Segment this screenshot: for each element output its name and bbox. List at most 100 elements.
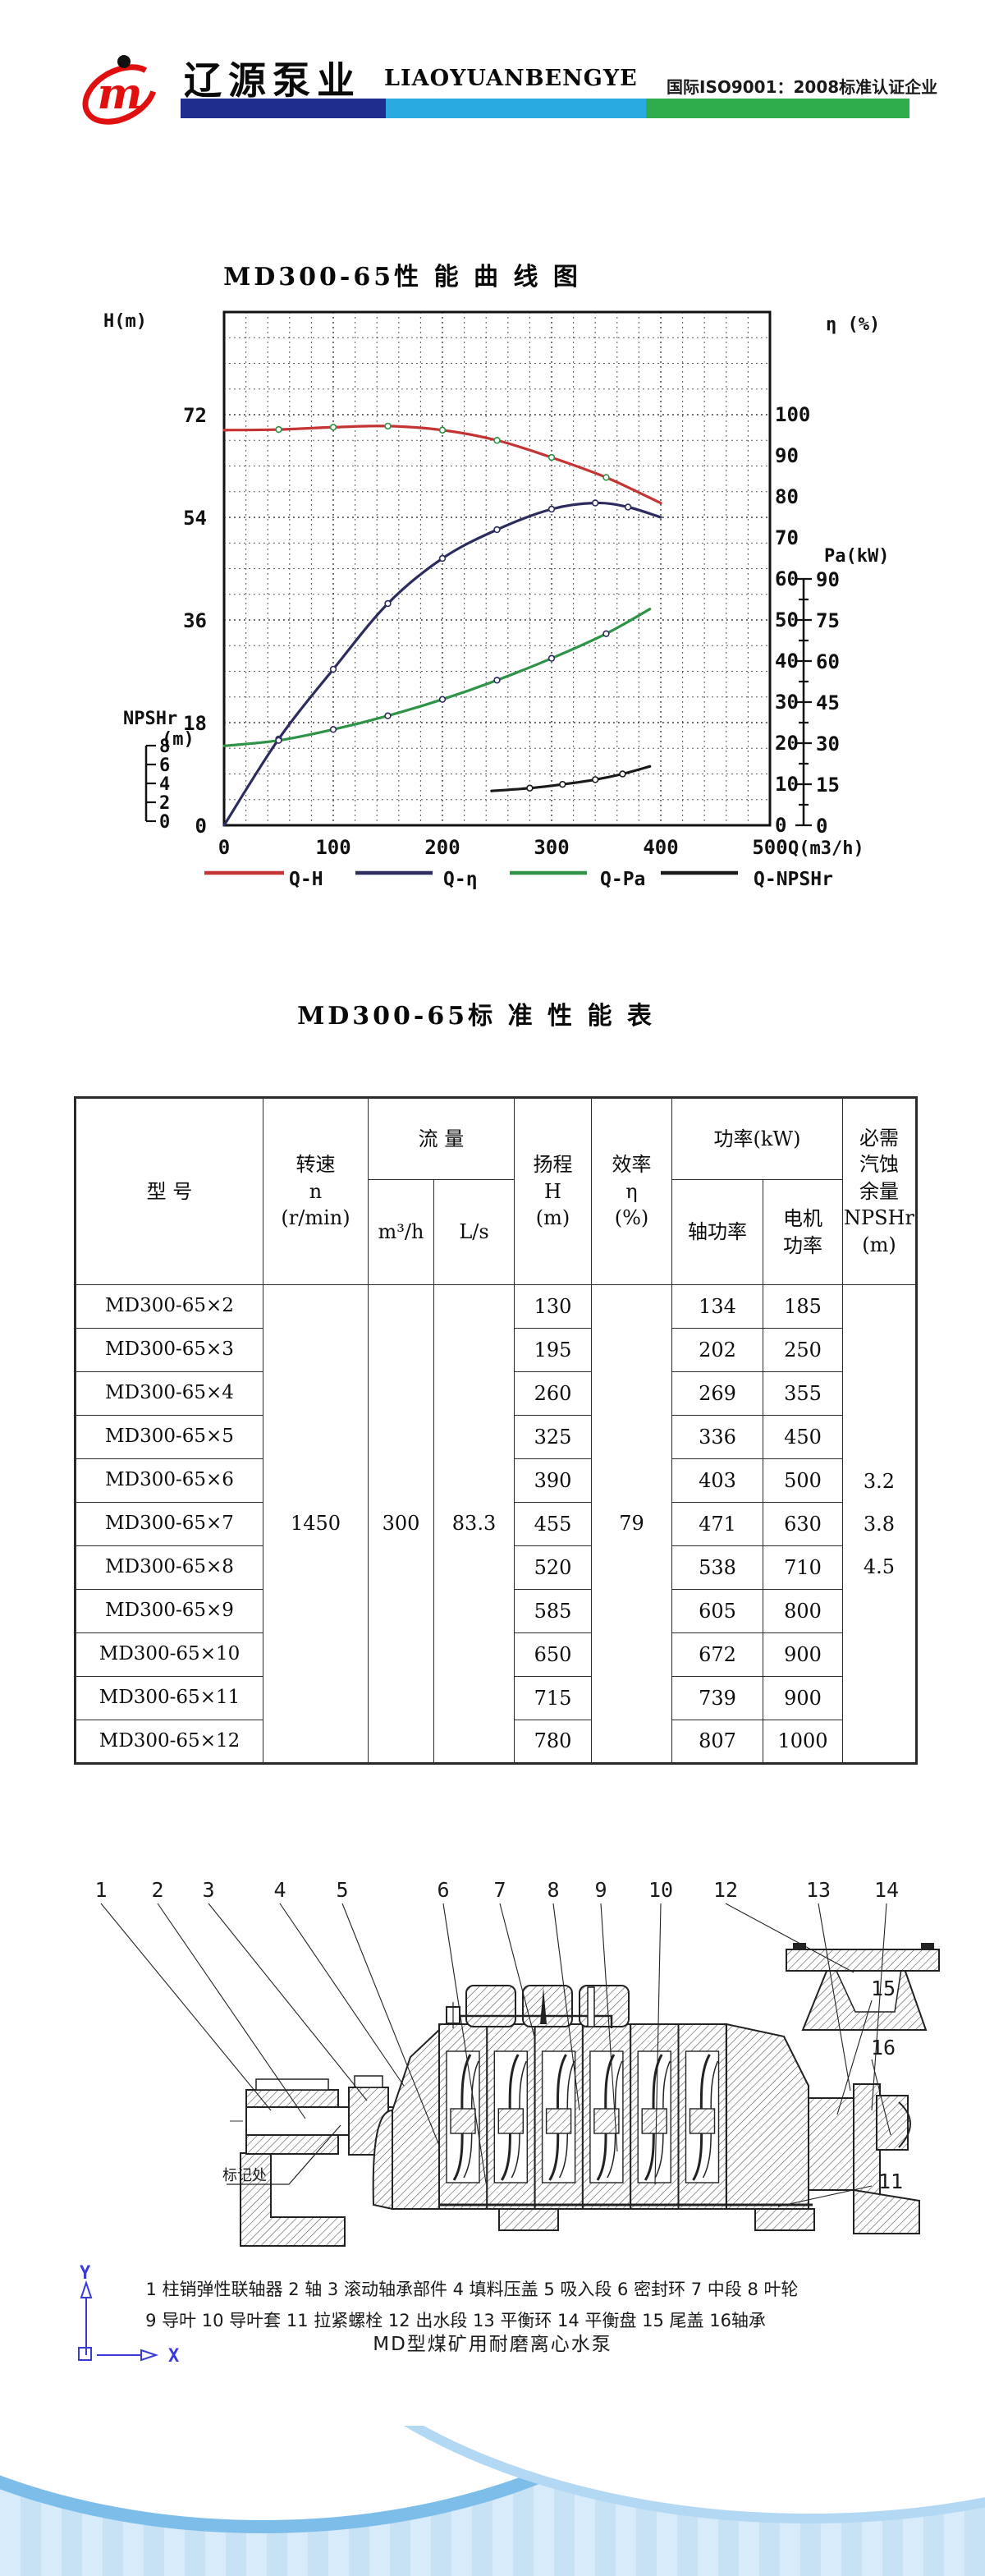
table-row: MD300-65×6 390 403 500 xyxy=(75,1458,917,1503)
table-row: MD300-65×4 260 269 355 xyxy=(75,1371,917,1416)
q-tick-label: 500 xyxy=(752,836,787,859)
h-tick-label: 36 xyxy=(183,609,207,632)
parts-legend-line2: 9 导叶 10 导叶套 11 拉紧螺栓 12 出水段 13 平衡环 14 平衡盘… xyxy=(145,2311,766,2330)
q-tick-label: 400 xyxy=(643,836,678,859)
cell-shaft-power: 538 xyxy=(671,1545,763,1590)
header-flow-ls: L/s xyxy=(433,1179,515,1285)
cell-head: 455 xyxy=(514,1502,592,1546)
cell-head: 520 xyxy=(514,1545,592,1590)
table-row: MD300-65×5 325 336 450 xyxy=(75,1415,917,1459)
part-number-14: 14 xyxy=(874,1878,899,1902)
header-power: 功率(kW) xyxy=(671,1097,843,1180)
cell-model: MD300-65×4 xyxy=(75,1371,263,1416)
brand-name-cn: 辽源泵业 xyxy=(184,58,361,103)
header-flow: 流 量 xyxy=(368,1097,515,1180)
part-number-8: 8 xyxy=(547,1878,559,1902)
cell-shaft-power: 605 xyxy=(671,1589,763,1633)
npshr-axis-unit: (m) xyxy=(162,729,195,750)
cell-flow-m3h: 300 xyxy=(368,1284,434,1764)
diagram-caption: MD型煤矿用耐磨离心水泵 xyxy=(373,2334,612,2355)
cell-model: MD300-65×2 xyxy=(75,1284,263,1329)
cell-motor-power: 450 xyxy=(763,1415,843,1459)
cell-motor-power: 710 xyxy=(763,1545,843,1590)
header-model: 型 号 xyxy=(75,1097,263,1285)
pa-tick-label: 0 xyxy=(816,815,827,838)
q-tick-label: 0 xyxy=(218,836,230,859)
eta-tick-label: 10 xyxy=(775,773,799,796)
cell-speed: 1450 xyxy=(263,1284,369,1764)
header: m 辽源泵业 LIAOYUANBENGYE 国际ISO9001：2008标准认证… xyxy=(0,0,985,164)
npshr-axis-title: NPSHr xyxy=(123,709,177,729)
pa-tick-label: 60 xyxy=(816,650,840,673)
part-number-5: 5 xyxy=(336,1878,348,1902)
header-bar-blue xyxy=(181,99,386,118)
table-row: MD300-65×2 1450 300 83.3 130 79 134 185 3.2 3.8 … xyxy=(75,1284,917,1764)
cell-motor-power: 355 xyxy=(763,1371,843,1416)
coordinate-axes-icon: Y X xyxy=(78,2263,179,2367)
part-number-3: 3 xyxy=(202,1878,214,1902)
npshr-tick-label: 2 xyxy=(159,793,170,814)
part-number-4: 4 xyxy=(273,1878,286,1902)
header-head: 扬程 H (m) xyxy=(514,1097,592,1285)
cell-shaft-power: 336 xyxy=(671,1415,763,1459)
npshr-tick-label: 6 xyxy=(159,755,170,776)
series-Q-Pa xyxy=(222,608,652,747)
eta-tick-label: 70 xyxy=(775,526,799,549)
footer-swoosh xyxy=(0,1881,985,2533)
svg-text:Y: Y xyxy=(80,2263,91,2284)
eta-tick-label: 30 xyxy=(775,691,799,714)
eta-tick-label: 40 xyxy=(775,650,799,673)
cell-head: 130 xyxy=(514,1284,592,1329)
cell-shaft-power: 807 xyxy=(671,1720,763,1764)
cell-model: MD300-65×8 xyxy=(75,1545,263,1590)
h-axis-title: H(m) xyxy=(103,311,147,332)
header-speed: 转速 n (r/min) xyxy=(263,1097,369,1285)
eta-axis-title: η (%) xyxy=(826,315,880,335)
brand-name-en: LIAOYUANBENGYE xyxy=(384,66,638,91)
svg-text:m: m xyxy=(97,69,142,119)
cell-npshr: 3.2 3.8 4.5 xyxy=(842,1284,917,1764)
cell-model: MD300-65×7 xyxy=(75,1502,263,1546)
q-tick-label: 300 xyxy=(534,836,569,859)
part-number-16: 16 xyxy=(871,2036,896,2059)
eta-tick-label: 0 xyxy=(775,814,786,837)
table-title: MD300-65标 准 性 能 表 xyxy=(297,1002,655,1031)
h-tick-label: 54 xyxy=(183,507,207,530)
chart-grid xyxy=(223,311,771,826)
pa-tick-label: 45 xyxy=(816,691,840,714)
table-row: MD300-65×11 715 739 900 xyxy=(75,1676,917,1720)
cell-efficiency: 79 xyxy=(591,1284,672,1764)
pa-tick-label: 90 xyxy=(816,568,840,591)
table-row: MD300-65×8 520 538 710 xyxy=(75,1545,917,1590)
legend-label: Q-NPSHr xyxy=(754,869,833,890)
h-tick-label: 72 xyxy=(183,404,207,427)
cell-motor-power: 900 xyxy=(763,1676,843,1720)
part-number-6: 6 xyxy=(437,1878,449,1902)
cell-motor-power: 185 xyxy=(763,1284,843,1329)
cell-model: MD300-65×3 xyxy=(75,1328,263,1372)
pump-body-drawing xyxy=(230,1943,940,2247)
mark-point-label: 标记处 xyxy=(222,2167,267,2184)
npshr-tick-label: 8 xyxy=(159,737,170,757)
cell-head: 325 xyxy=(514,1415,592,1459)
cell-model: MD300-65×6 xyxy=(75,1458,263,1503)
company-logo-icon: m xyxy=(82,55,158,125)
eta-tick-label: 50 xyxy=(775,608,799,631)
cell-shaft-power: 471 xyxy=(671,1502,763,1546)
cell-shaft-power: 739 xyxy=(671,1676,763,1720)
cell-shaft-power: 134 xyxy=(671,1284,763,1329)
performance-table-grid: 型 号转速 n (r/min) 流 量扬程 H (m) 效率 η (%) 功率(kW)… xyxy=(74,1096,918,1765)
cell-shaft-power: 672 xyxy=(671,1632,763,1677)
header-efficiency: 效率 η (%) xyxy=(591,1097,672,1285)
part-number-11: 11 xyxy=(878,2170,903,2193)
cell-motor-power: 500 xyxy=(763,1458,843,1503)
performance-curve-chart: H(m) η (%) Pa(kW) Q(m3/h) NPSHr(m) 0 18 36 54 72 0… xyxy=(103,310,889,890)
cell-head: 585 xyxy=(514,1589,592,1633)
q-tick-label: 100 xyxy=(315,836,350,859)
npshr-tick-label: 0 xyxy=(159,812,170,833)
pa-tick-label: 30 xyxy=(816,732,840,755)
part-number-13: 13 xyxy=(806,1878,831,1902)
pa-axis-title: Pa(kW) xyxy=(824,546,889,567)
